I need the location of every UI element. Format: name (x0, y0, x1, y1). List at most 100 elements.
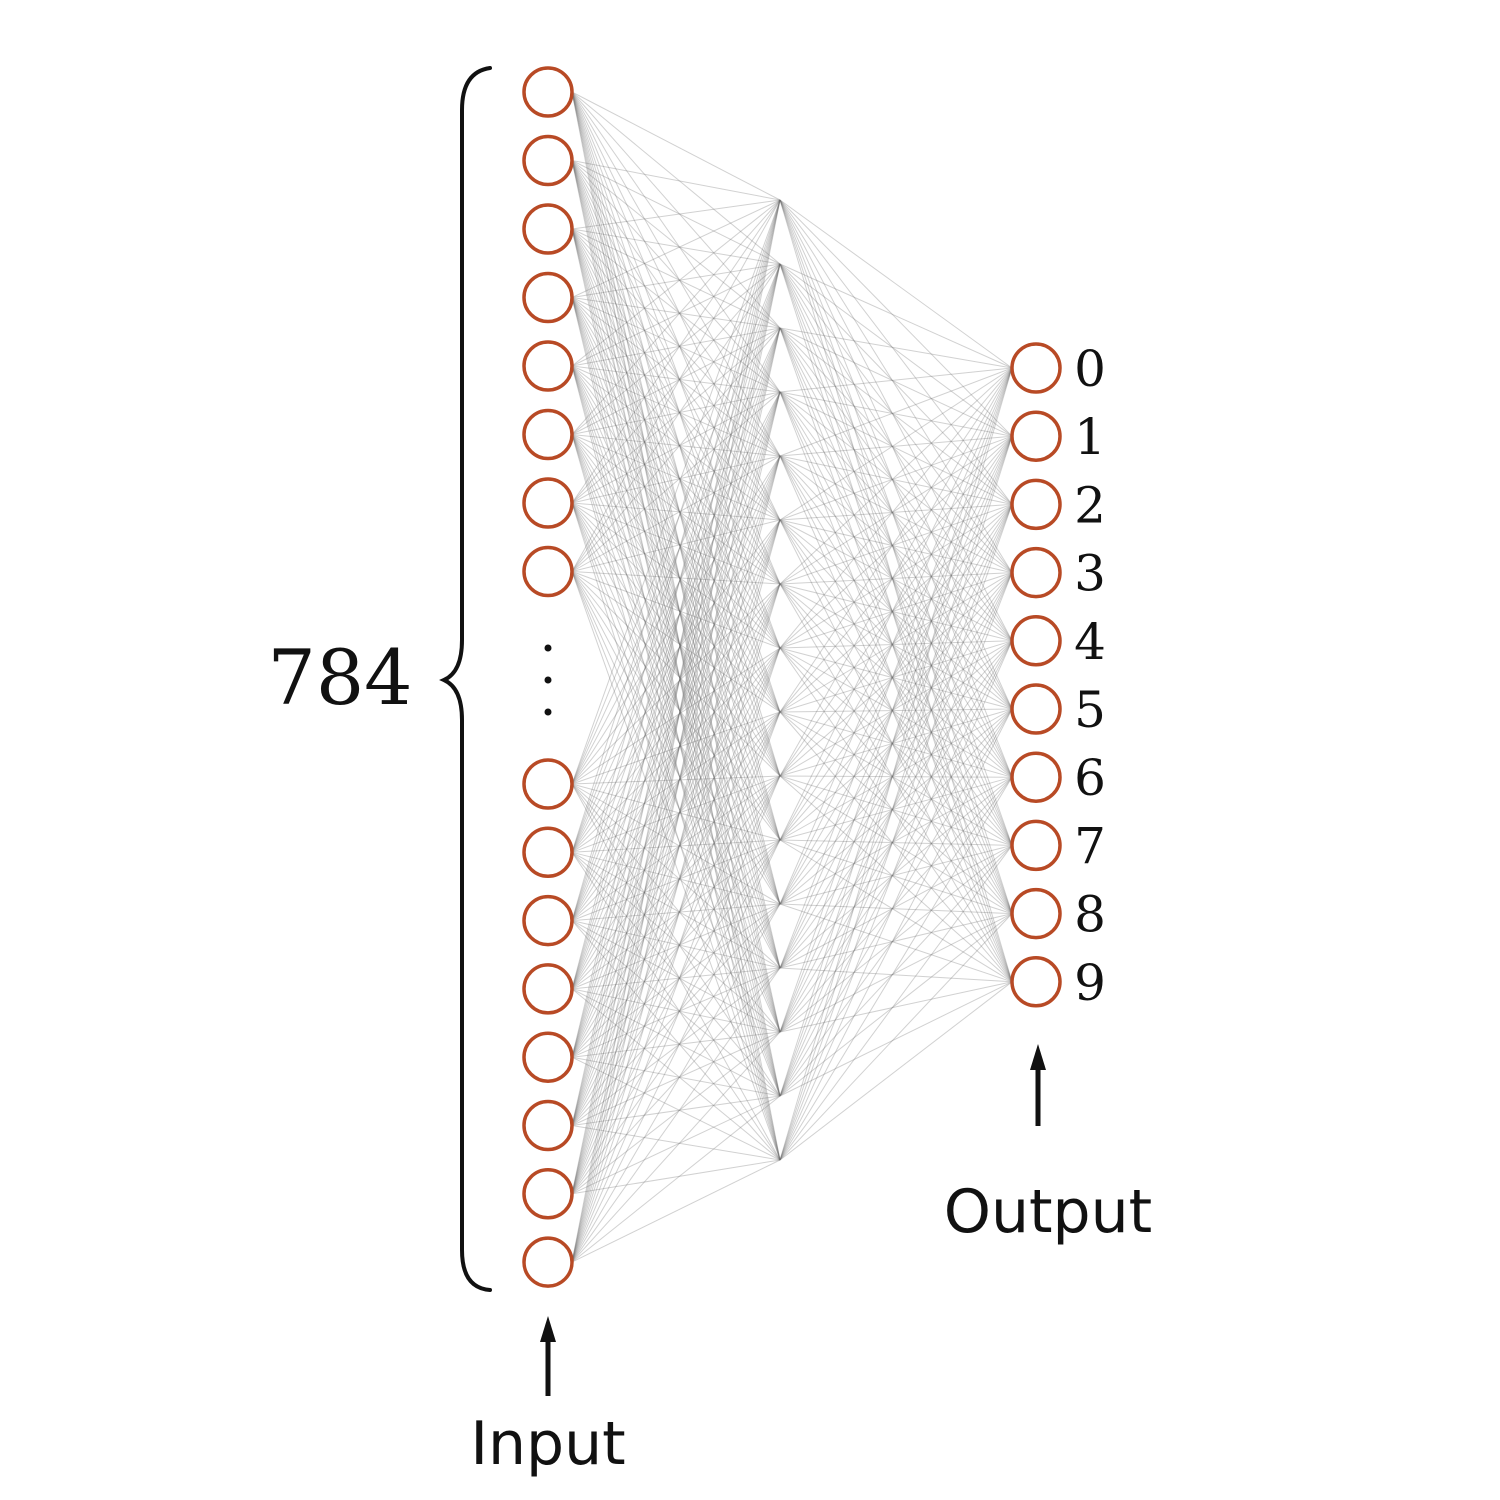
edge-input-hidden (571, 583, 781, 990)
edge-input-hidden (571, 228, 781, 713)
edge-hidden-output (779, 263, 1013, 710)
edge-hidden-output (779, 199, 1013, 778)
edge-input-hidden (571, 647, 781, 1126)
edge-input-hidden (571, 391, 781, 572)
edge-hidden-output (779, 199, 1013, 846)
edge-input-hidden (571, 1159, 781, 1263)
edge-input-hidden (571, 851, 781, 969)
edge-input-hidden (571, 199, 781, 921)
edge-input-hidden (571, 297, 781, 969)
edge-input-hidden (571, 199, 781, 1126)
edge-hidden-output (779, 776, 1013, 1033)
edge-input-hidden (571, 839, 781, 990)
edge-hidden-output (779, 845, 1013, 1161)
edge-input-hidden (571, 1056, 781, 1097)
edge-hidden-output (779, 367, 1013, 585)
edge-input-hidden (571, 365, 781, 457)
edge-hidden-output (779, 436, 1013, 969)
edge-input-hidden (571, 327, 781, 785)
edge-input-hidden (571, 455, 781, 1126)
edge-hidden-output (779, 711, 1013, 846)
edge-input-hidden (571, 903, 781, 1126)
edge-hidden-output (779, 327, 1013, 914)
edge-hidden-output (779, 519, 1013, 846)
edge-input-hidden (571, 1031, 781, 1126)
edge-hidden-output (779, 583, 1013, 642)
edge-hidden-output (779, 583, 1013, 778)
output-neuron (1010, 819, 1062, 872)
edge-input-hidden (571, 920, 781, 969)
edge-hidden-output (779, 367, 1013, 777)
edge-hidden-output (779, 572, 1013, 777)
edge-input-hidden (571, 297, 781, 521)
edge-hidden-output (779, 367, 1013, 1033)
edge-hidden-output (779, 776, 1013, 905)
edge-input-hidden (571, 839, 781, 1126)
edge-input-hidden (571, 783, 781, 1097)
edge-input-hidden (571, 160, 781, 841)
edge-input-hidden (571, 851, 781, 905)
edge-input-hidden (571, 160, 781, 393)
edge-hidden-output (779, 519, 1013, 574)
edge-input-hidden (571, 434, 781, 841)
edge-hidden-output (779, 708, 1013, 905)
edge-hidden-output (779, 263, 1013, 778)
edge-input-hidden (571, 839, 781, 922)
edge-hidden-output (779, 640, 1013, 777)
edge-input-hidden (571, 91, 781, 393)
input-neuron (522, 1236, 574, 1288)
edge-input-hidden (571, 199, 781, 785)
edge-input-hidden (571, 263, 781, 990)
edge-input-hidden (571, 711, 781, 1263)
edge-input-hidden (571, 903, 781, 1263)
edge-hidden-output (779, 327, 1013, 437)
edge-input-hidden (571, 365, 781, 393)
edge-hidden-output (779, 913, 1013, 1097)
edge-hidden-output (779, 776, 1013, 1097)
edge-input-hidden (571, 1159, 781, 1195)
edge-hidden-output (779, 504, 1013, 905)
output-digit-label: 7 (1074, 817, 1106, 875)
edge-input-hidden (571, 434, 781, 585)
edge-input-hidden (571, 1125, 781, 1161)
edge-input-hidden (571, 160, 781, 521)
edge-hidden-output (779, 519, 1013, 710)
edge-input-hidden (571, 1056, 781, 1161)
edge-input-hidden (571, 783, 781, 969)
edge-input-hidden (571, 519, 781, 990)
edge-hidden-output (779, 647, 1013, 710)
edge-input-hidden (571, 297, 781, 1161)
edge-hidden-output (779, 367, 1013, 841)
edge-input-hidden (571, 228, 781, 841)
edge-input-hidden (571, 263, 781, 1058)
edge-input-hidden (571, 365, 781, 777)
input-neuron (522, 203, 574, 255)
edge-input-hidden (571, 519, 781, 572)
edge-hidden-output (779, 435, 1013, 585)
edge-hidden-output (779, 519, 1013, 983)
edge-hidden-output (779, 504, 1013, 777)
connection-edges (571, 91, 1013, 1263)
edge-input-hidden (571, 775, 781, 1195)
edge-input-hidden (571, 434, 781, 1161)
edge-input-hidden (571, 391, 781, 504)
output-neuron (1010, 751, 1062, 803)
edge-input-hidden (571, 967, 781, 1126)
edge-input-hidden (571, 263, 781, 853)
edge-input-hidden (571, 434, 781, 969)
input-up-arrow-icon (540, 1316, 556, 1396)
edge-hidden-output (779, 367, 1013, 1161)
edge-hidden-output (779, 504, 1013, 841)
edge-hidden-output (779, 327, 1013, 710)
edge-hidden-output (779, 199, 1013, 914)
input-neuron (522, 1031, 574, 1083)
edge-hidden-output (779, 503, 1013, 649)
edge-input-hidden (571, 91, 781, 1161)
edge-hidden-output (779, 572, 1013, 649)
edge-input-hidden (571, 455, 781, 504)
edge-hidden-output (779, 367, 1013, 713)
edge-input-hidden (571, 711, 781, 1126)
edge-input-hidden (571, 571, 781, 905)
edge-input-hidden (571, 783, 781, 1033)
edge-hidden-output (779, 640, 1013, 649)
